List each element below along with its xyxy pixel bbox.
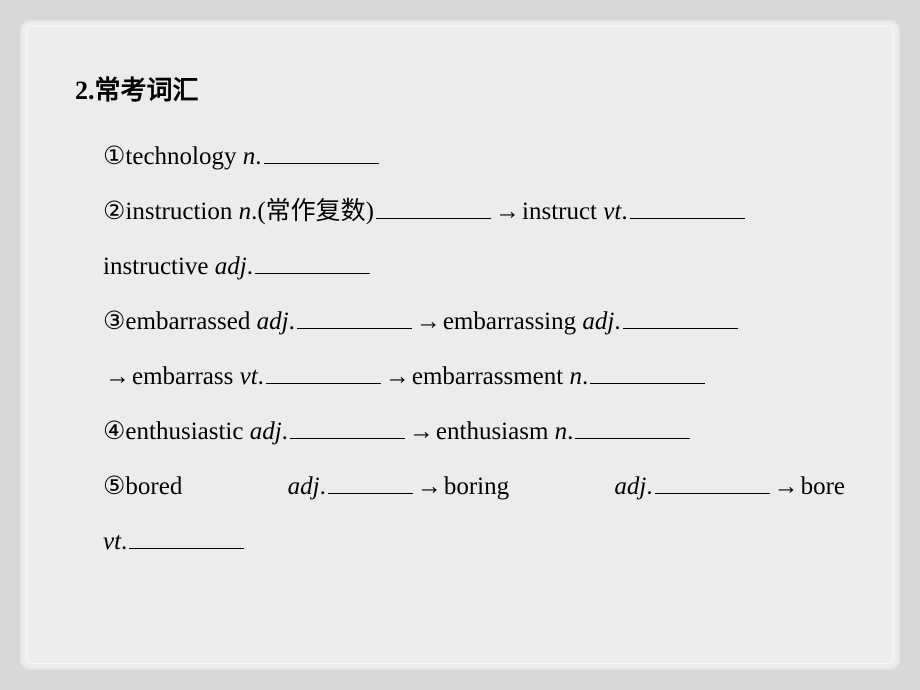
- marker-3: ③: [103, 308, 125, 335]
- pos-adj: adj: [215, 253, 247, 280]
- dot: .: [282, 418, 288, 445]
- word-embarrassed: embarrassed: [125, 308, 250, 335]
- fill-blank[interactable]: [655, 472, 770, 495]
- arrow-icon: →: [417, 473, 442, 500]
- word-enthusiasm: enthusiasm: [436, 418, 549, 445]
- fill-blank[interactable]: [255, 252, 370, 275]
- pos-vt: vt: [103, 528, 121, 555]
- fill-blank[interactable]: [630, 197, 745, 220]
- pos-n: n: [555, 418, 568, 445]
- fill-blank[interactable]: [264, 142, 379, 165]
- dot: .: [255, 143, 261, 170]
- dot: .: [567, 418, 573, 445]
- arrow-icon: →: [105, 363, 130, 390]
- word-technology: technology: [125, 143, 236, 170]
- pos-adj: adj: [250, 418, 282, 445]
- vocab-body: ①technology n. ②instruction n.(常作复数)→ins…: [75, 129, 845, 569]
- item-5-line1: ⑤bored adj.→boring adj.→bore: [103, 459, 845, 514]
- item-4: ④enthusiastic adj. →enthusiasm n.: [103, 404, 845, 459]
- pos-adj: adj: [614, 473, 646, 500]
- word-embarrass: embarrass: [132, 363, 233, 390]
- word-instruct: instruct: [522, 198, 597, 225]
- word-bore: bore: [801, 473, 845, 500]
- fill-blank[interactable]: [328, 472, 413, 495]
- pos-n: n: [239, 198, 252, 225]
- fill-blank[interactable]: [575, 417, 690, 440]
- word-boring: boring: [444, 473, 509, 500]
- marker-4: ④: [103, 418, 125, 445]
- dot: .: [646, 473, 652, 500]
- slide-card: 2.常考词汇 ①technology n. ②instruction n. (常作…: [20, 20, 900, 670]
- dot: .: [121, 528, 127, 555]
- fill-blank[interactable]: [290, 417, 405, 440]
- pos-vt: vt: [240, 363, 258, 390]
- fill-blank[interactable]: [376, 197, 491, 220]
- word-embarrassment: embarrassment: [412, 363, 563, 390]
- pos-adj: adj: [257, 308, 289, 335]
- dot: .: [258, 363, 264, 390]
- arrow-icon: →: [495, 198, 520, 225]
- pos-adj: adj: [288, 473, 320, 500]
- note-plural: (常作复数): [257, 198, 374, 225]
- word-embarrassing: embarrassing: [443, 308, 576, 335]
- item-5-line2: vt.: [103, 514, 845, 569]
- pos-n: n: [243, 143, 256, 170]
- word-instruction: instruction: [125, 198, 232, 225]
- arrow-icon: →: [385, 363, 410, 390]
- dot: .: [621, 198, 627, 225]
- item-2-line2: instructive adj.: [103, 239, 845, 294]
- fill-blank[interactable]: [590, 362, 705, 385]
- arrow-icon: →: [774, 473, 799, 500]
- section-heading: 2.常考词汇: [75, 70, 845, 107]
- item-3-line2: →embarrass vt.→embarrassment n.: [103, 349, 845, 404]
- dot: .: [320, 473, 326, 500]
- dot: .: [289, 308, 295, 335]
- item-1: ①technology n.: [103, 129, 845, 184]
- fill-blank[interactable]: [129, 527, 244, 550]
- marker-5: ⑤: [103, 473, 125, 500]
- item-3-line1: ③embarrassed adj. →embarrassing adj.: [103, 294, 845, 349]
- pos-adj: adj: [582, 308, 614, 335]
- marker-2: ②: [103, 198, 125, 225]
- dot: .: [614, 308, 620, 335]
- arrow-icon: →: [409, 418, 434, 445]
- dot: .: [247, 253, 253, 280]
- marker-1: ①: [103, 143, 125, 170]
- word-instructive: instructive: [103, 253, 209, 280]
- pos-vt: vt: [603, 198, 621, 225]
- pos-n: n: [569, 363, 582, 390]
- arrow-icon: →: [416, 308, 441, 335]
- dot: .: [582, 363, 588, 390]
- fill-blank[interactable]: [266, 362, 381, 385]
- fill-blank[interactable]: [297, 307, 412, 330]
- word-bored: bored: [125, 473, 182, 500]
- item-2-line1: ②instruction n.(常作复数)→instruct vt.: [103, 184, 845, 239]
- word-enthusiastic: enthusiastic: [125, 418, 243, 445]
- fill-blank[interactable]: [623, 307, 738, 330]
